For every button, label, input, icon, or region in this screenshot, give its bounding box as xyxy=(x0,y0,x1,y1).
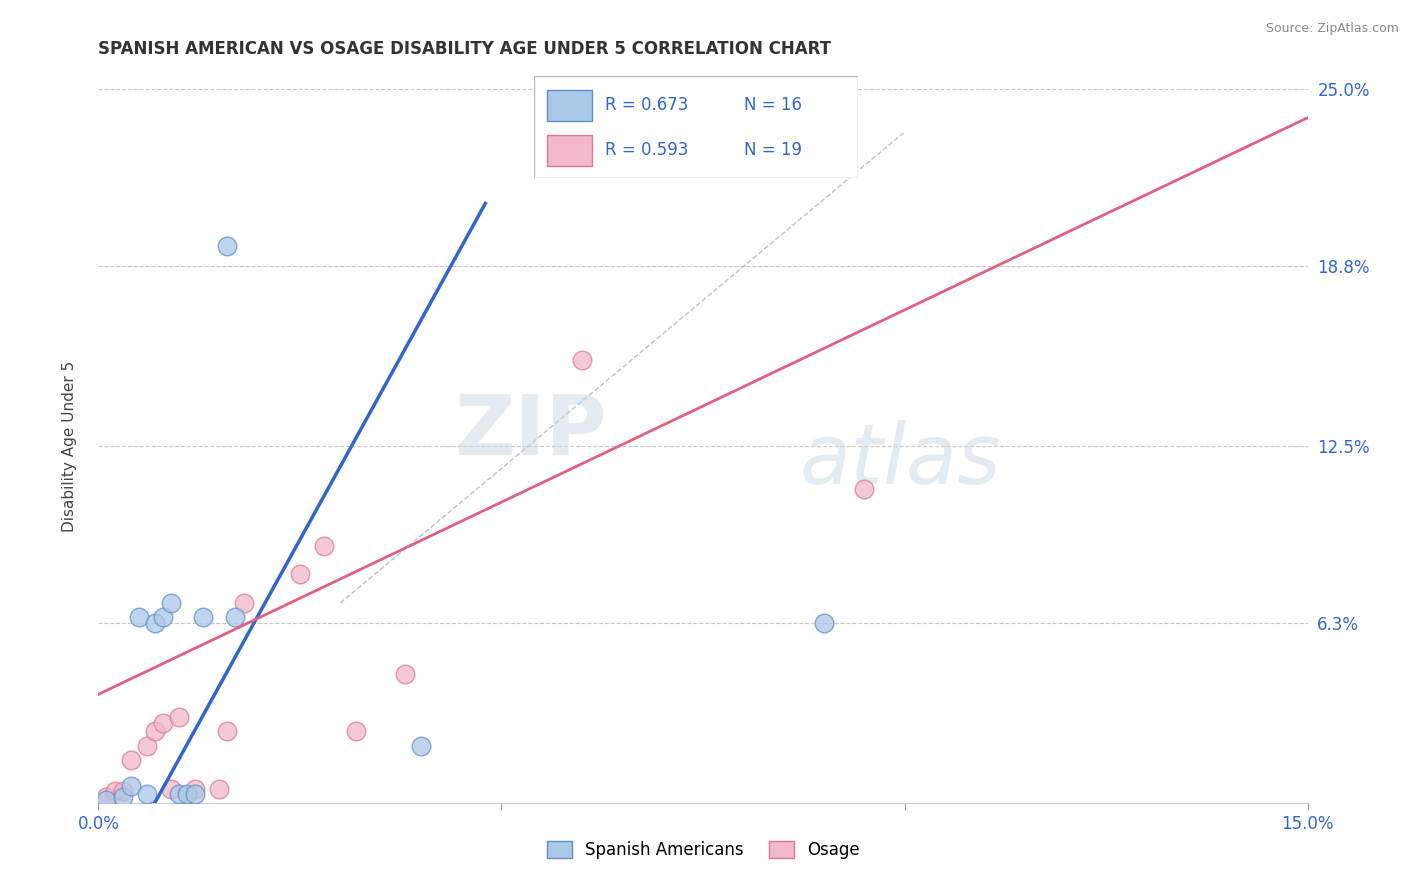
Point xyxy=(111,790,134,805)
Point xyxy=(176,787,198,801)
Point xyxy=(128,610,150,624)
Point xyxy=(152,715,174,730)
Text: N = 16: N = 16 xyxy=(745,95,803,113)
Point xyxy=(167,787,190,801)
Point xyxy=(120,753,142,767)
Text: R = 0.593: R = 0.593 xyxy=(606,141,689,159)
FancyBboxPatch shape xyxy=(534,76,858,178)
FancyBboxPatch shape xyxy=(547,90,592,121)
Point xyxy=(143,615,166,630)
Y-axis label: Disability Age Under 5: Disability Age Under 5 xyxy=(62,360,77,532)
FancyBboxPatch shape xyxy=(547,136,592,166)
Text: SPANISH AMERICAN VS OSAGE DISABILITY AGE UNDER 5 CORRELATION CHART: SPANISH AMERICAN VS OSAGE DISABILITY AGE… xyxy=(98,40,831,58)
Point xyxy=(394,667,416,681)
Legend: Spanish Americans, Osage: Spanish Americans, Osage xyxy=(540,834,866,866)
Point xyxy=(853,482,876,496)
Point xyxy=(409,739,432,753)
Point xyxy=(96,793,118,807)
Point xyxy=(135,787,157,801)
Text: atlas: atlas xyxy=(800,420,1001,500)
Text: ZIP: ZIP xyxy=(454,392,606,472)
Point xyxy=(193,610,215,624)
Point xyxy=(208,781,231,796)
Point xyxy=(143,724,166,739)
Point xyxy=(217,239,239,253)
Point xyxy=(96,790,118,805)
Point xyxy=(217,724,239,739)
Point xyxy=(167,710,190,724)
Point xyxy=(160,781,183,796)
Point xyxy=(232,596,254,610)
Point xyxy=(160,596,183,610)
Point xyxy=(184,781,207,796)
Point xyxy=(288,567,311,582)
Point xyxy=(111,784,134,798)
Point xyxy=(135,739,157,753)
Text: R = 0.673: R = 0.673 xyxy=(606,95,689,113)
Point xyxy=(344,724,367,739)
Point xyxy=(103,784,125,798)
Text: Source: ZipAtlas.com: Source: ZipAtlas.com xyxy=(1265,22,1399,36)
Point xyxy=(120,779,142,793)
Text: N = 19: N = 19 xyxy=(745,141,803,159)
Point xyxy=(571,353,593,368)
Point xyxy=(314,539,336,553)
Point xyxy=(224,610,246,624)
Point xyxy=(152,610,174,624)
Point xyxy=(813,615,835,630)
Point xyxy=(184,787,207,801)
